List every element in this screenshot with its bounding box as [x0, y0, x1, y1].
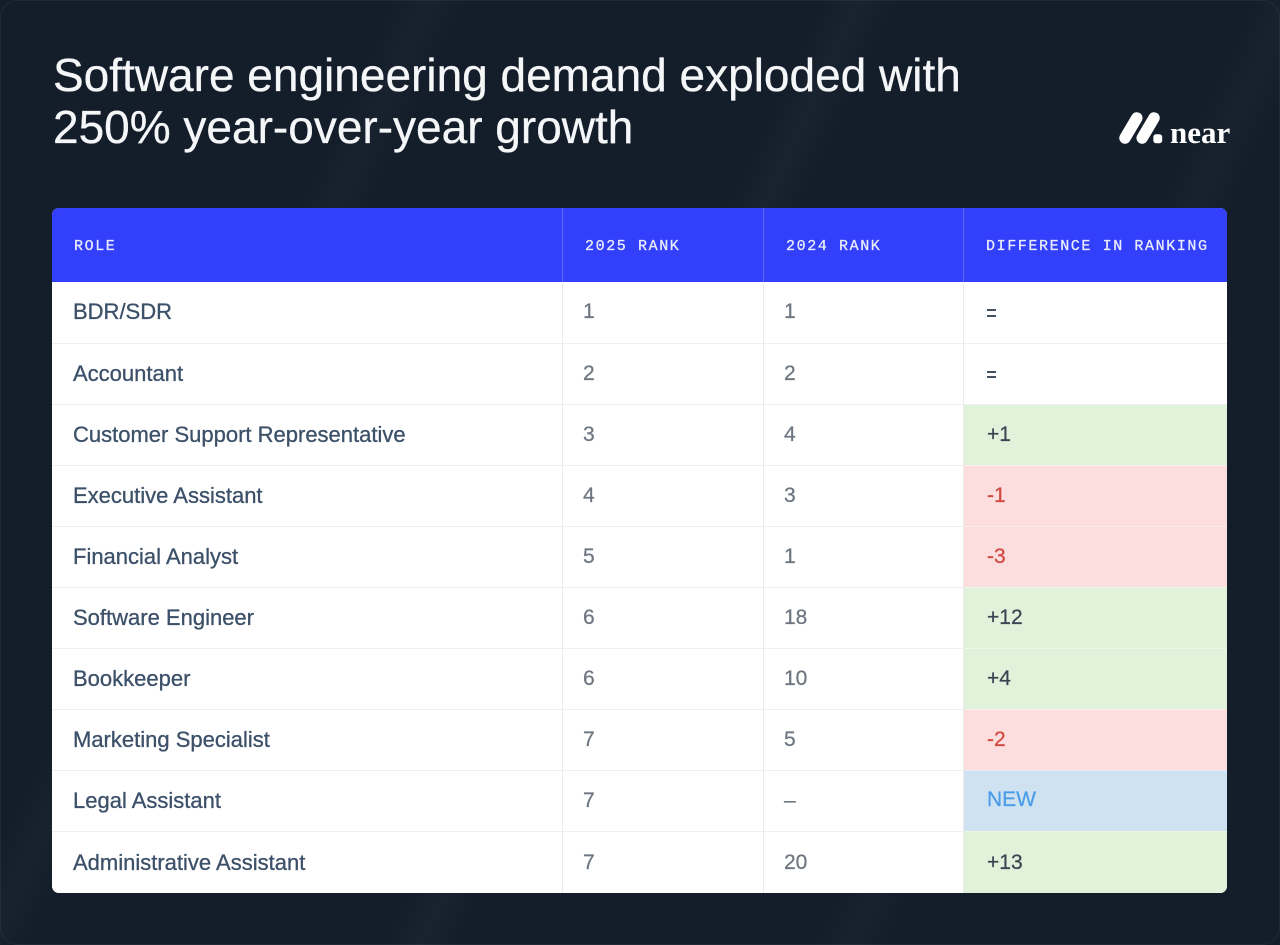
- svg-text:near: near: [1170, 115, 1230, 148]
